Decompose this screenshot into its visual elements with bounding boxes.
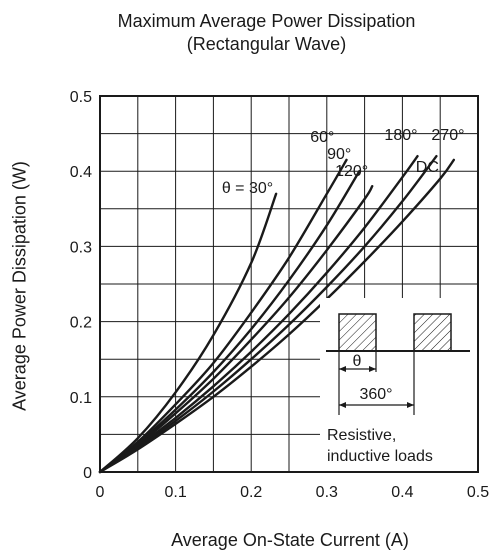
series-line xyxy=(98,158,348,474)
chart-subtitle: (Rectangular Wave) xyxy=(186,34,347,54)
y-tick-label: 0.1 xyxy=(70,390,92,407)
period-label: 360° xyxy=(359,386,392,403)
x-tick-label: 0.4 xyxy=(391,484,413,501)
y-tick-label: 0.2 xyxy=(70,315,92,332)
series-label: 90° xyxy=(327,146,351,163)
arrow-head xyxy=(407,402,414,408)
series-label: 180° xyxy=(384,127,417,144)
series-label: 270° xyxy=(431,127,464,144)
series-lines xyxy=(98,155,455,474)
axis-ticks: 0 0.1 0.2 0.3 0.4 0.5 0 0.1 0.2 0.3 0.4 0.5 xyxy=(70,89,489,501)
series-label: 60° xyxy=(310,129,334,146)
series-label: θ = 30° xyxy=(222,180,273,197)
series-line xyxy=(98,192,278,474)
series-label: DC xyxy=(416,159,439,176)
chart-title: Maximum Average Power Dissipation xyxy=(117,11,416,31)
series-labels: θ = 30° 60°90°120° 180° 270° DC xyxy=(222,127,465,197)
series-line xyxy=(98,158,455,474)
x-tick-label: 0.5 xyxy=(467,484,489,501)
y-tick-label: 0.4 xyxy=(70,164,92,181)
series-label: 120° xyxy=(335,163,368,180)
load-note-line1: Resistive, xyxy=(327,427,396,444)
load-note-line2: inductive loads xyxy=(327,448,433,465)
pulse-block xyxy=(338,313,377,352)
x-tick-label: 0.3 xyxy=(316,484,338,501)
arrow-head xyxy=(369,366,376,372)
x-tick-label: 0 xyxy=(96,484,105,501)
series-line xyxy=(98,155,419,474)
y-tick-label: 0.5 xyxy=(70,89,92,106)
plot-frame xyxy=(99,95,479,473)
waveform-inset: θ 360° Resistive, inductive loads xyxy=(320,298,478,472)
x-tick-label: 0.2 xyxy=(240,484,262,501)
series-line xyxy=(98,185,374,474)
x-axis-label: Average On-State Current (A) xyxy=(171,530,409,550)
pulse-block xyxy=(413,313,452,352)
y-tick-label: 0.3 xyxy=(70,239,92,256)
series-line xyxy=(98,170,361,474)
series-line xyxy=(98,155,438,474)
y-tick-label: 0 xyxy=(83,465,92,482)
x-tick-label: 0.1 xyxy=(164,484,186,501)
arrow-head xyxy=(339,402,346,408)
arrow-head xyxy=(339,366,346,372)
theta-label: θ xyxy=(353,353,362,370)
